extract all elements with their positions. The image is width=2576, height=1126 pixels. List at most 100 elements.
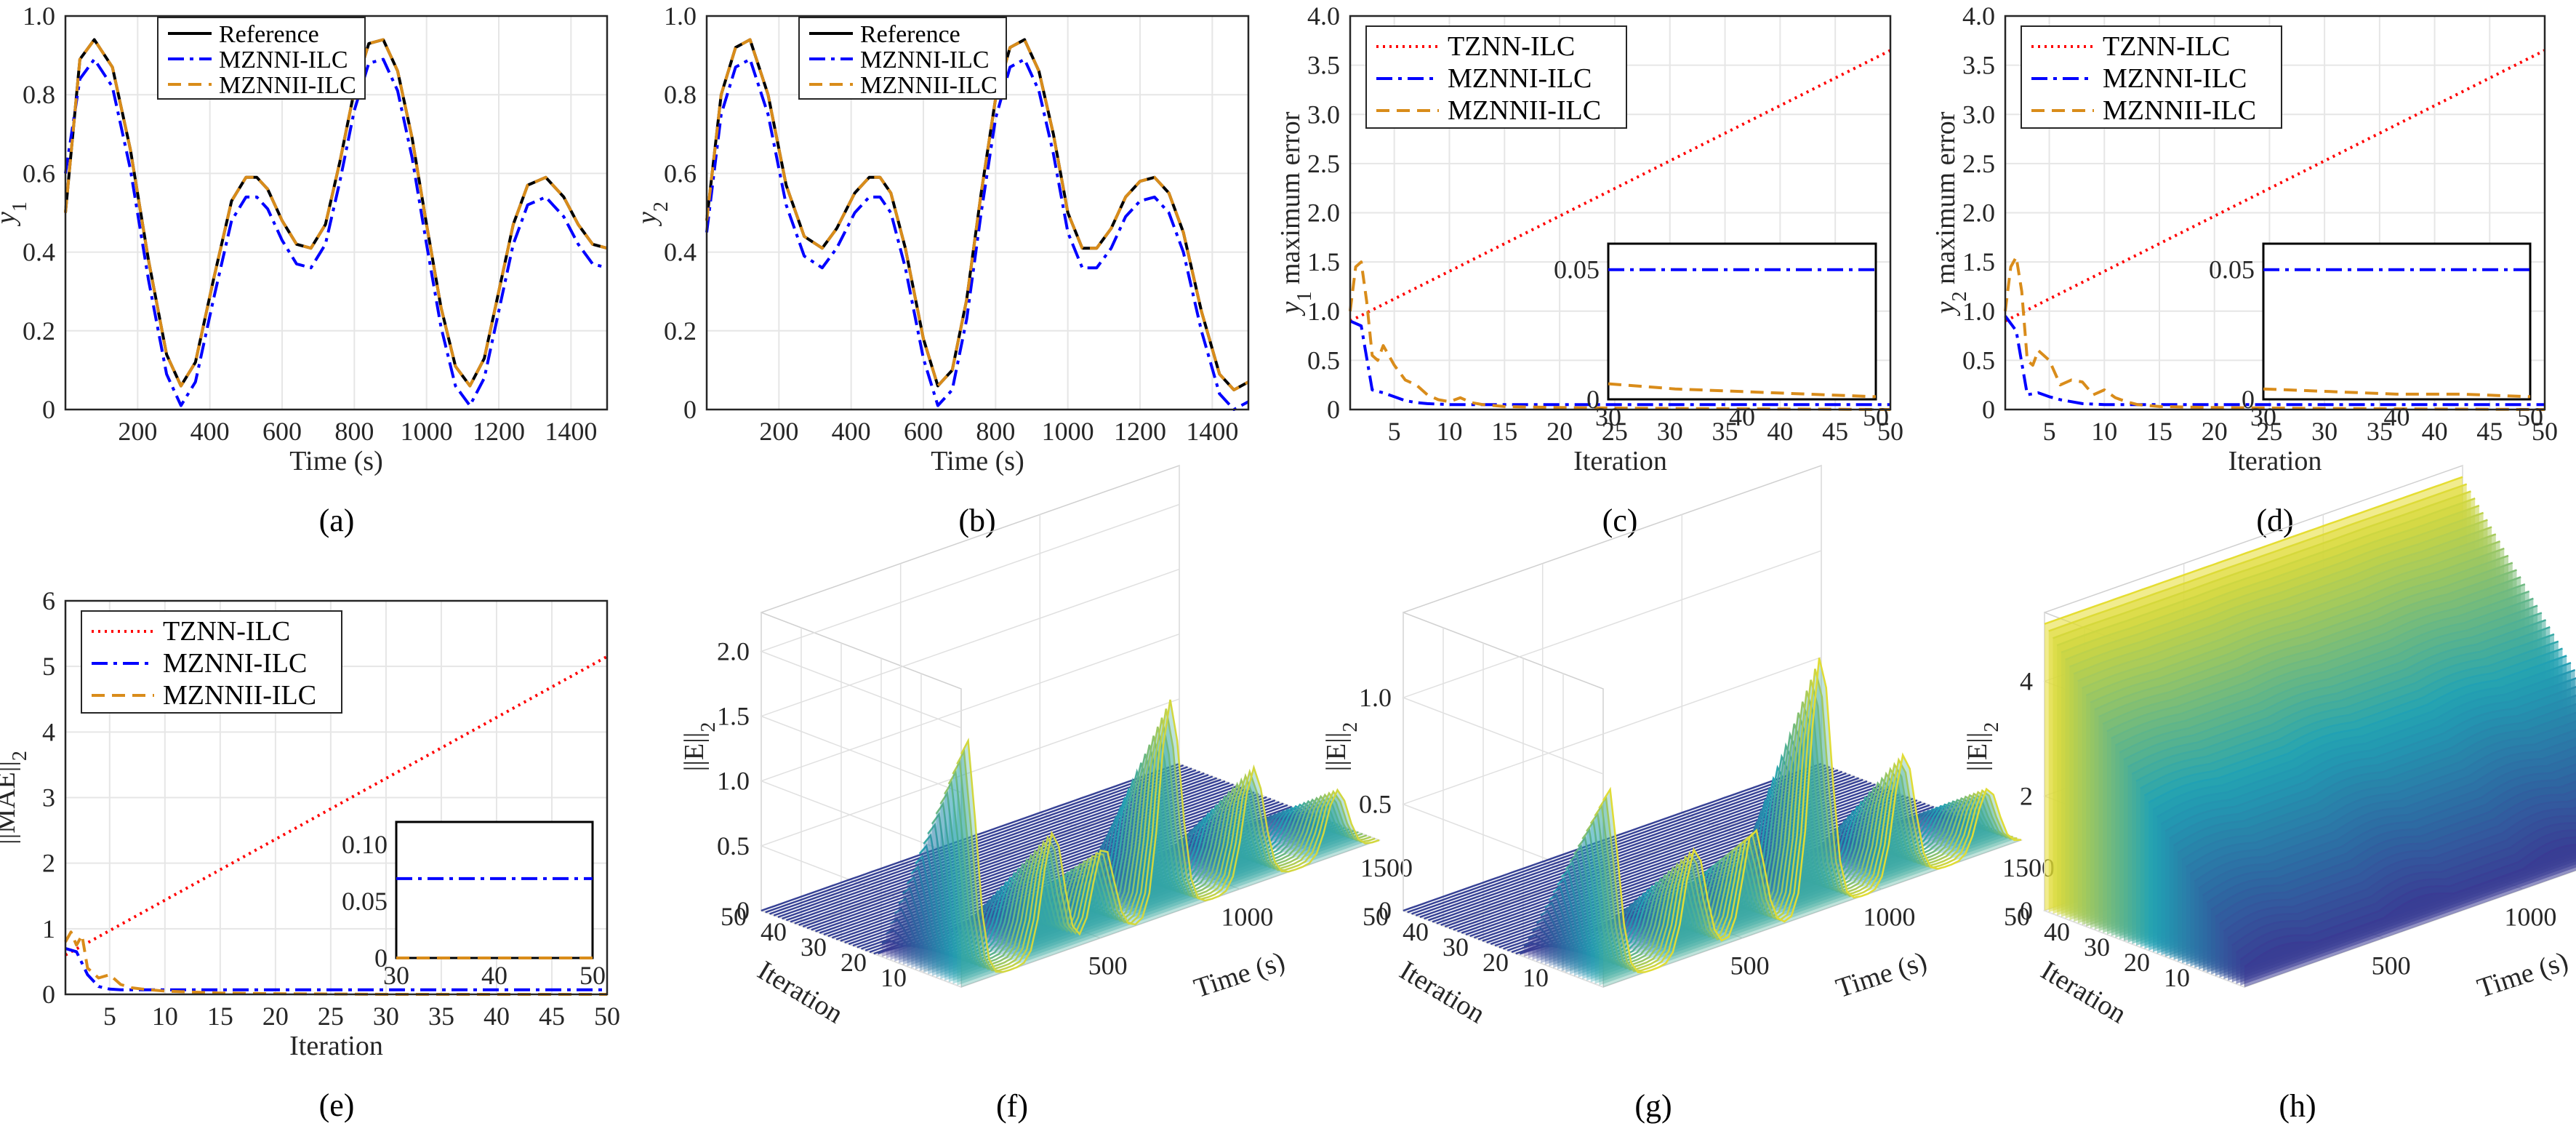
x-tick-label: 1000 — [1863, 902, 1915, 931]
surface-contour — [769, 766, 1188, 915]
surface-contour — [2177, 711, 2576, 854]
surface-contour — [1577, 723, 1997, 965]
surface-contour — [2069, 519, 2488, 668]
legend-label: MZNNII-ILC — [1448, 95, 1601, 126]
plot-frame — [2004, 15, 2546, 411]
surface-contour — [952, 717, 1371, 970]
y-axis-label: Iteration — [753, 955, 848, 1029]
y-tick-label: 10 — [880, 963, 907, 992]
legend-label: MZNNI-ILC — [2103, 63, 2247, 94]
surface-band — [961, 699, 1379, 987]
inset-y-tick-label: 0.05 — [1554, 255, 1600, 284]
y-tick-label: 0.5 — [1307, 346, 1340, 375]
legend-label: MZNNII-ILC — [860, 72, 998, 99]
surface-band — [952, 717, 1371, 984]
z-axis-label-subscript: 2 — [1339, 722, 1362, 732]
inset-plot: 30 40 50 0 0.05 0.10 — [342, 820, 606, 990]
y-tick-label: 3.5 — [1962, 51, 1995, 80]
surface-band — [1590, 690, 2009, 983]
surface-contour — [1482, 793, 1901, 942]
y-tick-label: 1.0 — [664, 1, 697, 31]
x-tick-label: 200 — [118, 417, 157, 446]
surface-band — [886, 811, 1304, 959]
y-axis-label: y2 maximum error — [1930, 111, 1971, 316]
surface-contour — [1589, 690, 2009, 969]
surface-contour — [840, 793, 1259, 942]
y-tick-label: 0.6 — [23, 159, 55, 188]
y-tick-label: 50 — [1363, 902, 1389, 931]
surface-band — [957, 708, 1376, 986]
surface-contour — [2156, 668, 2576, 818]
legend-label: MZNNI-ILC — [1448, 63, 1592, 94]
y-tick-label: 0 — [683, 395, 697, 424]
surface-contour — [1569, 742, 1989, 962]
x-tick-label: 35 — [1712, 417, 1738, 446]
surface-contour — [927, 768, 1347, 962]
y-axis-label-rest: maximum error — [1275, 111, 1306, 291]
surface-contour — [2223, 806, 2576, 933]
surface-contour — [1457, 783, 1876, 933]
surface-band — [1603, 658, 2021, 987]
surface-contour — [935, 753, 1355, 965]
surface-contour — [1602, 658, 2022, 973]
surface-contour — [931, 762, 1351, 963]
surface-contour — [2148, 655, 2567, 804]
surface-contour — [2111, 590, 2530, 740]
surface-contour — [831, 790, 1251, 939]
inset-frame — [2262, 242, 2532, 401]
panel-d: 5 10 15 20 25 30 35 40 45 5000.51.01.52.02.53.03.… — [1930, 1, 2558, 538]
surface-contour — [910, 805, 1330, 956]
y-tick-label: 1.0 — [1962, 297, 1995, 326]
series-line-mznni-ilc — [705, 57, 1249, 411]
x-tick-label: 30 — [2311, 417, 2338, 446]
legend-label: MZNNII-ILC — [163, 680, 316, 711]
y-tick-label: 20 — [2124, 948, 2150, 977]
x-tick-label: 5 — [2043, 417, 2056, 446]
y-tick-label: 50 — [2004, 902, 2030, 931]
inset-x-tick-label: 50 — [1863, 402, 1889, 431]
panel-caption: (d) — [2256, 503, 2293, 538]
z-tick-label: 0 — [737, 896, 750, 925]
x-tick-label: 15 — [2146, 417, 2172, 446]
y-tick-label: 3.5 — [1307, 51, 1340, 80]
x-tick-label: 15 — [207, 1002, 233, 1031]
y-tick-label: 0.8 — [664, 80, 697, 109]
panel-b: 200 400 600 800 1000 1200 1400 0 0.2 0.4 0.6 0.8 1.0… — [632, 1, 1250, 538]
panel-a: 200 400 600 800 1000 1200 1400 0 0.2 0.4 0.6 0.8 1.0… — [0, 1, 609, 538]
y-axis-label-rest: maximum error — [1930, 111, 1961, 291]
surface-contour — [1565, 753, 1984, 960]
y-axis-label-main: y — [1275, 301, 1306, 316]
z-axis-label-main: ||E|| — [679, 732, 710, 772]
inset-frame — [1607, 242, 1877, 401]
panel-h: 500100015001020304050024Time (s)Iteratio… — [1962, 464, 2576, 1124]
z-tick-label: 1.0 — [717, 767, 750, 796]
z-tick-label: 0.5 — [1359, 790, 1392, 819]
surface-contour — [1427, 772, 1847, 922]
y-axis-label-main: y — [0, 212, 21, 227]
z-axis-label: ||E||2 — [679, 722, 720, 772]
z-tick-label: 1.5 — [717, 702, 750, 731]
surface-contour — [2239, 836, 2576, 961]
surface-contour — [2227, 815, 2576, 940]
y-tick-label: 0.6 — [664, 159, 697, 188]
x-tick-label: 10 — [2091, 417, 2117, 446]
y-tick-label: 40 — [2044, 917, 2070, 946]
surface-contour — [2114, 597, 2534, 746]
surface-contour — [2044, 476, 2463, 625]
y-tick-label: 10 — [1522, 963, 1549, 992]
x-tick-label: 40 — [2422, 417, 2448, 446]
y-tick-label: 2.5 — [1307, 149, 1340, 178]
x-tick-label: 200 — [759, 417, 798, 446]
y-tick-label: 4.0 — [1962, 1, 1995, 31]
y-tick-label: 0.2 — [664, 316, 697, 346]
x-tick-label: 400 — [832, 417, 871, 446]
inset-frame — [395, 820, 594, 959]
y-axis-label: y1 maximum error — [1275, 111, 1316, 316]
x-tick-label: 40 — [1767, 417, 1793, 446]
legend-label: TZNN-ILC — [1448, 31, 1575, 62]
x-axis-label: Time (s) — [1190, 946, 1288, 1005]
panel-caption: (c) — [1602, 503, 1638, 538]
